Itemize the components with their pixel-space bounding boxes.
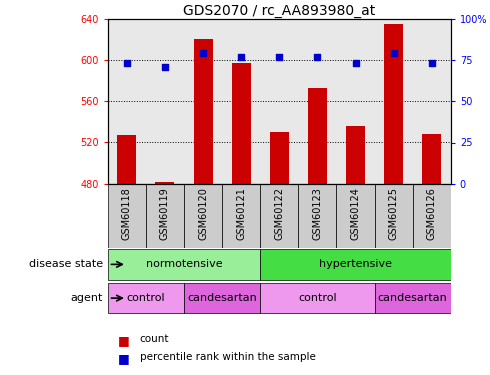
Text: disease state: disease state — [29, 260, 103, 269]
Text: GSM60118: GSM60118 — [122, 187, 132, 240]
Text: control: control — [126, 293, 165, 303]
FancyBboxPatch shape — [413, 184, 451, 248]
Bar — [308, 88, 327, 184]
Text: hypertensive: hypertensive — [319, 260, 392, 269]
Text: GSM60119: GSM60119 — [160, 187, 170, 240]
Text: GSM60123: GSM60123 — [313, 187, 322, 240]
Text: GSM60126: GSM60126 — [427, 187, 437, 240]
FancyBboxPatch shape — [108, 184, 146, 248]
Point — [199, 50, 207, 56]
Point — [237, 54, 245, 60]
Bar — [232, 63, 251, 184]
FancyBboxPatch shape — [184, 283, 260, 314]
Bar — [384, 24, 403, 184]
Bar — [155, 182, 174, 184]
Point — [123, 60, 131, 66]
FancyBboxPatch shape — [260, 283, 374, 314]
Text: agent: agent — [71, 293, 103, 303]
FancyBboxPatch shape — [222, 184, 260, 248]
Text: GSM60121: GSM60121 — [236, 187, 246, 240]
Text: ■: ■ — [118, 334, 129, 347]
Point — [314, 54, 321, 60]
Point — [352, 60, 360, 66]
Text: normotensive: normotensive — [146, 260, 222, 269]
FancyBboxPatch shape — [108, 283, 184, 314]
FancyBboxPatch shape — [374, 184, 413, 248]
Bar — [194, 39, 213, 184]
FancyBboxPatch shape — [374, 283, 451, 314]
Text: percentile rank within the sample: percentile rank within the sample — [140, 352, 316, 363]
Bar — [117, 135, 136, 184]
Title: GDS2070 / rc_AA893980_at: GDS2070 / rc_AA893980_at — [183, 4, 375, 18]
Text: GSM60122: GSM60122 — [274, 187, 284, 240]
Text: GSM60120: GSM60120 — [198, 187, 208, 240]
FancyBboxPatch shape — [146, 184, 184, 248]
Text: candesartan: candesartan — [187, 293, 257, 303]
Point — [275, 54, 283, 60]
FancyBboxPatch shape — [184, 184, 222, 248]
Point — [161, 64, 169, 70]
Point — [428, 60, 436, 66]
Text: control: control — [298, 293, 337, 303]
Text: ■: ■ — [118, 352, 129, 366]
Bar — [270, 132, 289, 184]
Text: candesartan: candesartan — [378, 293, 447, 303]
FancyBboxPatch shape — [298, 184, 337, 248]
Point — [390, 50, 397, 56]
Text: GSM60124: GSM60124 — [350, 187, 361, 240]
FancyBboxPatch shape — [108, 249, 260, 280]
Text: GSM60125: GSM60125 — [389, 187, 399, 240]
FancyBboxPatch shape — [260, 184, 298, 248]
Text: count: count — [140, 334, 169, 344]
Bar — [422, 134, 441, 184]
FancyBboxPatch shape — [260, 249, 451, 280]
Bar — [346, 126, 365, 184]
FancyBboxPatch shape — [337, 184, 374, 248]
